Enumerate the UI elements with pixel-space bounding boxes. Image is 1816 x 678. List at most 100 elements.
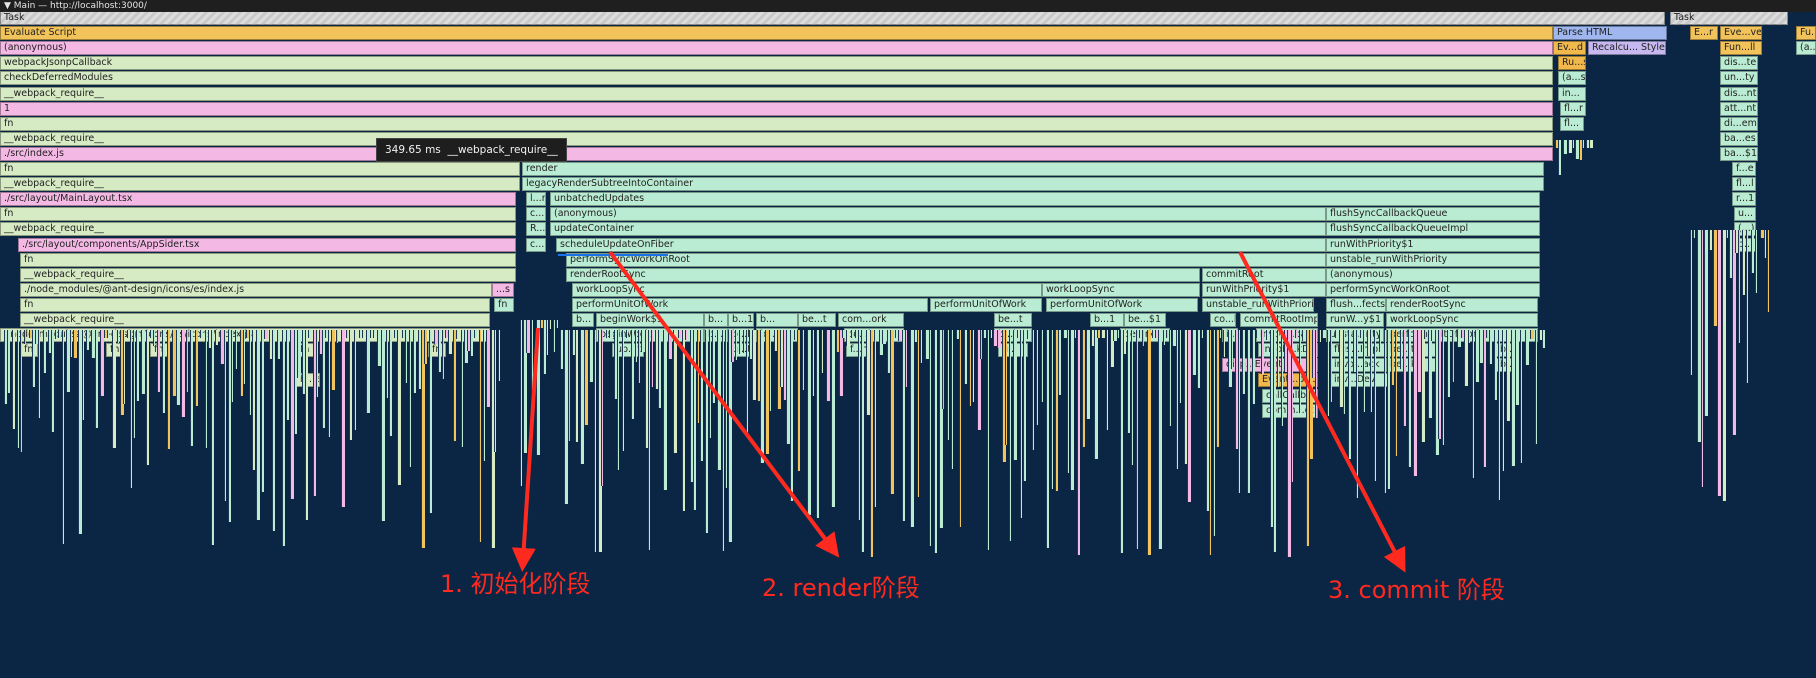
- flame-frame-deep[interactable]: [589, 330, 593, 383]
- flame-frame[interactable]: fl...l: [1732, 177, 1756, 192]
- flame-frame-deep[interactable]: [322, 330, 325, 428]
- flame-frame-deep[interactable]: [626, 330, 628, 338]
- flame-frame-deep[interactable]: [1091, 330, 1094, 347]
- flame-frame-deep[interactable]: [20, 330, 22, 452]
- flame-frame-deep[interactable]: [1348, 330, 1351, 459]
- flame-frame-deep[interactable]: [1319, 330, 1321, 343]
- flame-frame-deep[interactable]: [297, 330, 301, 379]
- flame-frame-deep[interactable]: [1421, 330, 1425, 442]
- flame-frame-deep[interactable]: [167, 330, 170, 449]
- flame-frame-deep[interactable]: [914, 330, 917, 342]
- flame-frame-deep[interactable]: [464, 330, 468, 363]
- flame-frame-deep[interactable]: [1155, 330, 1159, 338]
- main-thread-header[interactable]: ▼ Main — http://localhost:3000/: [0, 0, 1816, 12]
- flame-frame-deep[interactable]: [1542, 330, 1545, 348]
- flame-frame[interactable]: b...: [572, 313, 594, 327]
- flame-frame-deep[interactable]: [286, 330, 289, 421]
- flame-frame-deep[interactable]: [434, 330, 438, 344]
- flame-frame-deep[interactable]: [319, 330, 322, 354]
- flame-frame-deep[interactable]: [456, 330, 458, 340]
- flame-frame-deep[interactable]: [951, 330, 953, 470]
- flame-frame[interactable]: updateContainer: [550, 222, 1326, 237]
- flame-frame-deep[interactable]: [739, 330, 742, 354]
- flame-frame-deep[interactable]: [700, 330, 703, 462]
- flame-frame-deep[interactable]: [972, 330, 974, 402]
- flame-frame[interactable]: __webpack_require__: [20, 313, 490, 327]
- flame-frame-deep[interactable]: [1201, 330, 1203, 338]
- flame-frame-deep[interactable]: [1447, 330, 1450, 397]
- flame-frame-deep[interactable]: [1722, 230, 1726, 502]
- flame-frame-deep[interactable]: [1005, 330, 1007, 446]
- flame-frame-deep[interactable]: [826, 330, 830, 401]
- flame-frame-deep[interactable]: [794, 330, 796, 340]
- flame-frame-deep[interactable]: [397, 330, 401, 485]
- flame-frame-deep[interactable]: [224, 330, 226, 501]
- flame-frame-deep[interactable]: [277, 330, 280, 360]
- flame-frame-deep[interactable]: [1169, 330, 1171, 427]
- flame-frame-deep[interactable]: [205, 330, 207, 448]
- flame-frame-deep[interactable]: [1117, 330, 1119, 338]
- flame-frame-deep[interactable]: [658, 330, 661, 409]
- flame-frame-deep[interactable]: [1058, 330, 1061, 396]
- flame-frame-deep[interactable]: [1023, 330, 1026, 481]
- flame-frame-deep[interactable]: [743, 330, 745, 353]
- flame-frame[interactable]: flushSyncCallbackQueueImpl: [1326, 222, 1540, 237]
- flame-frame-deep[interactable]: [200, 330, 203, 338]
- flame-frame-deep[interactable]: [977, 330, 981, 431]
- flame-frame-deep[interactable]: [1101, 330, 1105, 338]
- flame-frame-deep[interactable]: [1281, 330, 1283, 427]
- flame-frame[interactable]: ./src/layout/components/AppSider.tsx: [18, 237, 516, 252]
- flame-frame[interactable]: commitRoot: [1202, 267, 1326, 282]
- flame-frame-deep[interactable]: [622, 330, 624, 451]
- flame-frame-deep[interactable]: [4, 330, 7, 404]
- flame-frame-deep[interactable]: [560, 330, 563, 369]
- flame-frame-deep[interactable]: [153, 330, 155, 346]
- flame-frame-deep[interactable]: [1110, 330, 1114, 368]
- flame-frame-deep[interactable]: [1387, 330, 1390, 489]
- flame-frame[interactable]: c...: [526, 207, 546, 222]
- flame-frame[interactable]: b...1: [1090, 313, 1124, 327]
- flame-frame-deep[interactable]: [86, 330, 89, 350]
- flame-frame-deep[interactable]: [638, 330, 640, 383]
- flame-frame-deep[interactable]: [1717, 230, 1721, 497]
- flame-frame-deep[interactable]: [1295, 330, 1298, 338]
- flame-frame[interactable]: unstable_runWithPriority: [1202, 297, 1314, 312]
- flame-frame[interactable]: Evaluate Script: [0, 26, 1553, 41]
- flame-frame-deep[interactable]: [1697, 230, 1701, 442]
- flame-frame-deep[interactable]: [1192, 330, 1196, 375]
- flame-frame-deep[interactable]: [220, 330, 224, 365]
- flame-frame-deep[interactable]: [1693, 230, 1695, 238]
- flame-frame-deep[interactable]: [947, 330, 949, 440]
- flame-frame-deep[interactable]: [942, 330, 944, 409]
- flame-frame-deep[interactable]: [685, 330, 687, 340]
- flame-frame-deep[interactable]: [993, 330, 997, 346]
- flame-frame-deep[interactable]: [261, 330, 264, 492]
- flame-frame-deep[interactable]: [491, 330, 495, 549]
- flame-frame-deep[interactable]: [1070, 330, 1074, 490]
- flame-frame[interactable]: fn: [20, 343, 38, 358]
- flame-frame[interactable]: 1: [0, 101, 1553, 116]
- flame-frame-deep[interactable]: [308, 330, 311, 338]
- flame-frame-deep[interactable]: [235, 330, 237, 370]
- flame-frame-deep[interactable]: [564, 330, 568, 505]
- flame-frame-deep[interactable]: [1438, 330, 1441, 439]
- flame-frame[interactable]: workLoopSync: [572, 282, 1042, 297]
- flame-frame-deep[interactable]: [987, 330, 989, 550]
- flame-frame[interactable]: ba...$1: [1720, 146, 1758, 161]
- flame-frame[interactable]: checkDeferredModules: [0, 71, 1553, 86]
- flame-frame-deep[interactable]: [1498, 330, 1500, 500]
- flame-frame[interactable]: c...l: [526, 237, 546, 252]
- flame-frame[interactable]: legacyRenderSubtreeIntoContainer: [522, 177, 1544, 192]
- flame-frame-deep[interactable]: [120, 330, 124, 416]
- flame-frame-deep[interactable]: [1136, 330, 1138, 549]
- flame-frame-deep[interactable]: [983, 330, 986, 338]
- flame-frame-deep[interactable]: [176, 330, 180, 406]
- flame-frame-deep[interactable]: [1261, 330, 1264, 374]
- flame-frame-deep[interactable]: [598, 330, 602, 552]
- flame-frame-deep[interactable]: [100, 330, 104, 396]
- flame-frame-deep[interactable]: [162, 330, 165, 413]
- flame-frame-deep[interactable]: [1330, 330, 1332, 403]
- flame-frame[interactable]: Fu...: [1796, 26, 1816, 41]
- flame-frame-deep[interactable]: [1468, 330, 1470, 344]
- flame-frame-deep[interactable]: [693, 330, 696, 510]
